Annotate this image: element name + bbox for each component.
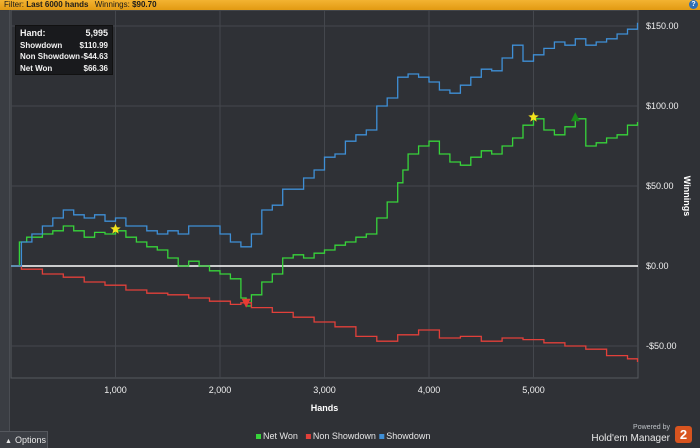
tick-labels: 1,000 2,000 3,000 4,000 5,000 -$50.00 $0.00 $50… [104,21,678,395]
legend-item-showdown[interactable]: Showdown [379,431,430,440]
series-line-non-showdown [11,265,639,362]
stats-row-nonshowdown: Non Showdown -$44.63 [20,51,108,63]
filter-bar: Filter: Last 6000 hands Winnings: $90.70… [0,0,700,10]
winnings-chart: 1,000 2,000 3,000 4,000 5,000 -$50.00 $0.00 $50… [10,10,692,440]
y-tick-label: $100.00 [646,101,679,111]
netwon-value: $66.36 [83,63,108,73]
brand-name: Hold'em Manager [591,433,670,444]
stats-row-hands: Hand: 5,995 [20,28,108,40]
series-line-showdown [11,22,639,267]
showdown-label: Showdown [20,40,63,50]
series-lines [11,22,639,362]
star-marker [528,111,539,122]
legend-swatch [305,434,311,439]
y-tick-label: $150.00 [646,21,679,31]
chart-legend: Net Won Non Showdown Showdown [256,431,430,440]
winnings-value: $90.70 [132,0,157,9]
triangle-down-marker [241,298,251,308]
x-tick-label: 5,000 [522,385,545,395]
legend-swatch [379,434,385,439]
left-side-strip [0,10,10,440]
legend-item-non-showdown[interactable]: Non Showdown [305,431,376,440]
hands-value: 5,995 [85,28,108,38]
x-tick-label: 3,000 [313,385,336,395]
x-tick-label: 2,000 [209,385,232,395]
legend-label: Showdown [386,431,430,440]
netwon-label: Net Won [20,63,53,73]
y-tick-label: $0.00 [646,261,669,271]
help-icon[interactable]: ? [689,0,698,9]
grid-lines [10,10,639,379]
star-marker [110,223,121,234]
expand-up-icon: ▲ [5,438,12,445]
filter-value[interactable]: Last 6000 hands [26,0,89,9]
showdown-value: $110.99 [79,40,108,50]
x-tick-label: 1,000 [104,385,127,395]
series-line-net-won [11,118,639,307]
nonshowdown-value: -$44.63 [80,52,108,61]
stats-box: Hand: 5,995 Showdown $110.99 Non Showdow… [15,25,113,75]
triangle-up-marker [570,112,580,122]
brand-badge: Powered by Hold'em Manager 2 [574,423,694,447]
powered-by-text: Powered by [633,424,670,431]
legend-label: Net Won [263,431,298,440]
winnings-label: Winnings: [94,0,130,9]
y-tick-label: $50.00 [646,181,674,191]
legend-swatch [256,434,261,439]
y-axis-title: Winnings [682,176,692,216]
x-axis-title: Hands [311,403,339,413]
options-button[interactable]: ▲ Options [0,431,48,448]
hem2-logo-icon: 2 [675,426,692,443]
x-tick-label: 4,000 [418,385,441,395]
hands-label: Hand: [20,28,46,38]
nonshowdown-label: Non Showdown [20,52,80,61]
y-tick-label: -$50.00 [646,341,677,351]
stats-row-netwon: Net Won $66.36 [20,63,108,75]
filter-label: Filter: [4,0,24,9]
stats-row-showdown: Showdown $110.99 [20,40,108,52]
legend-item-net-won[interactable]: Net Won [256,431,298,440]
options-label: Options [14,435,46,445]
chart-markers [110,111,580,308]
legend-label: Non Showdown [313,431,376,440]
